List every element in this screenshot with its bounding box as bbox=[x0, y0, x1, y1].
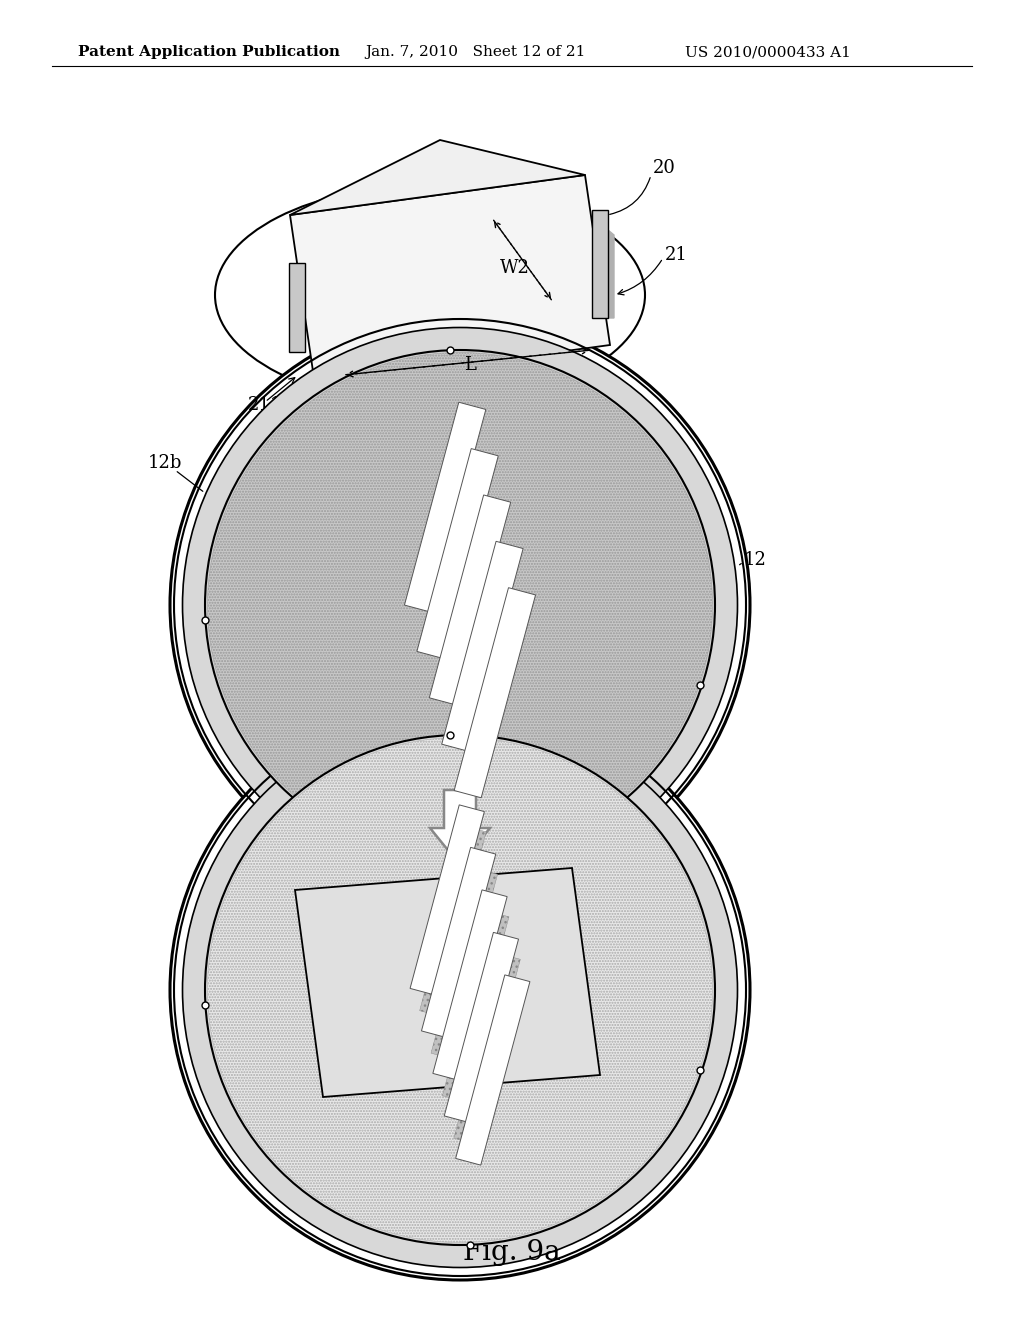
Text: 20: 20 bbox=[653, 158, 676, 177]
Polygon shape bbox=[592, 210, 608, 318]
Text: Patent Application Publication: Patent Application Publication bbox=[78, 45, 340, 59]
Polygon shape bbox=[417, 449, 499, 659]
Polygon shape bbox=[404, 403, 485, 612]
Ellipse shape bbox=[208, 738, 713, 1242]
Ellipse shape bbox=[182, 327, 737, 883]
Text: 211: 211 bbox=[248, 396, 283, 414]
Text: 12b: 12b bbox=[148, 454, 182, 473]
Text: W2: W2 bbox=[500, 259, 530, 277]
Polygon shape bbox=[431, 870, 498, 1057]
Polygon shape bbox=[456, 975, 530, 1166]
Text: Fig. 9a: Fig. 9a bbox=[463, 1238, 561, 1266]
Polygon shape bbox=[441, 541, 523, 751]
Polygon shape bbox=[454, 954, 520, 1143]
Polygon shape bbox=[295, 869, 600, 1097]
Text: 18: 18 bbox=[488, 446, 511, 465]
Text: 21: 21 bbox=[633, 840, 656, 857]
Polygon shape bbox=[455, 587, 536, 797]
Ellipse shape bbox=[170, 315, 750, 895]
Ellipse shape bbox=[208, 352, 713, 858]
Text: 12: 12 bbox=[744, 550, 767, 569]
Ellipse shape bbox=[205, 350, 715, 861]
Ellipse shape bbox=[182, 713, 737, 1267]
Polygon shape bbox=[290, 140, 585, 215]
Text: 18: 18 bbox=[495, 846, 518, 865]
Ellipse shape bbox=[170, 700, 750, 1280]
Polygon shape bbox=[290, 176, 610, 385]
Polygon shape bbox=[430, 789, 490, 865]
Polygon shape bbox=[608, 230, 614, 318]
Text: L: L bbox=[464, 356, 476, 374]
Polygon shape bbox=[429, 495, 511, 705]
Polygon shape bbox=[289, 263, 305, 352]
Text: Jan. 7, 2010   Sheet 12 of 21: Jan. 7, 2010 Sheet 12 of 21 bbox=[365, 45, 586, 59]
Polygon shape bbox=[442, 912, 509, 1101]
Polygon shape bbox=[410, 805, 484, 995]
Polygon shape bbox=[420, 828, 486, 1015]
Text: US 2010/0000433 A1: US 2010/0000433 A1 bbox=[685, 45, 851, 59]
Text: 21: 21 bbox=[665, 246, 688, 264]
Ellipse shape bbox=[205, 735, 715, 1245]
Polygon shape bbox=[422, 847, 496, 1038]
Polygon shape bbox=[444, 932, 518, 1122]
Polygon shape bbox=[433, 890, 507, 1080]
